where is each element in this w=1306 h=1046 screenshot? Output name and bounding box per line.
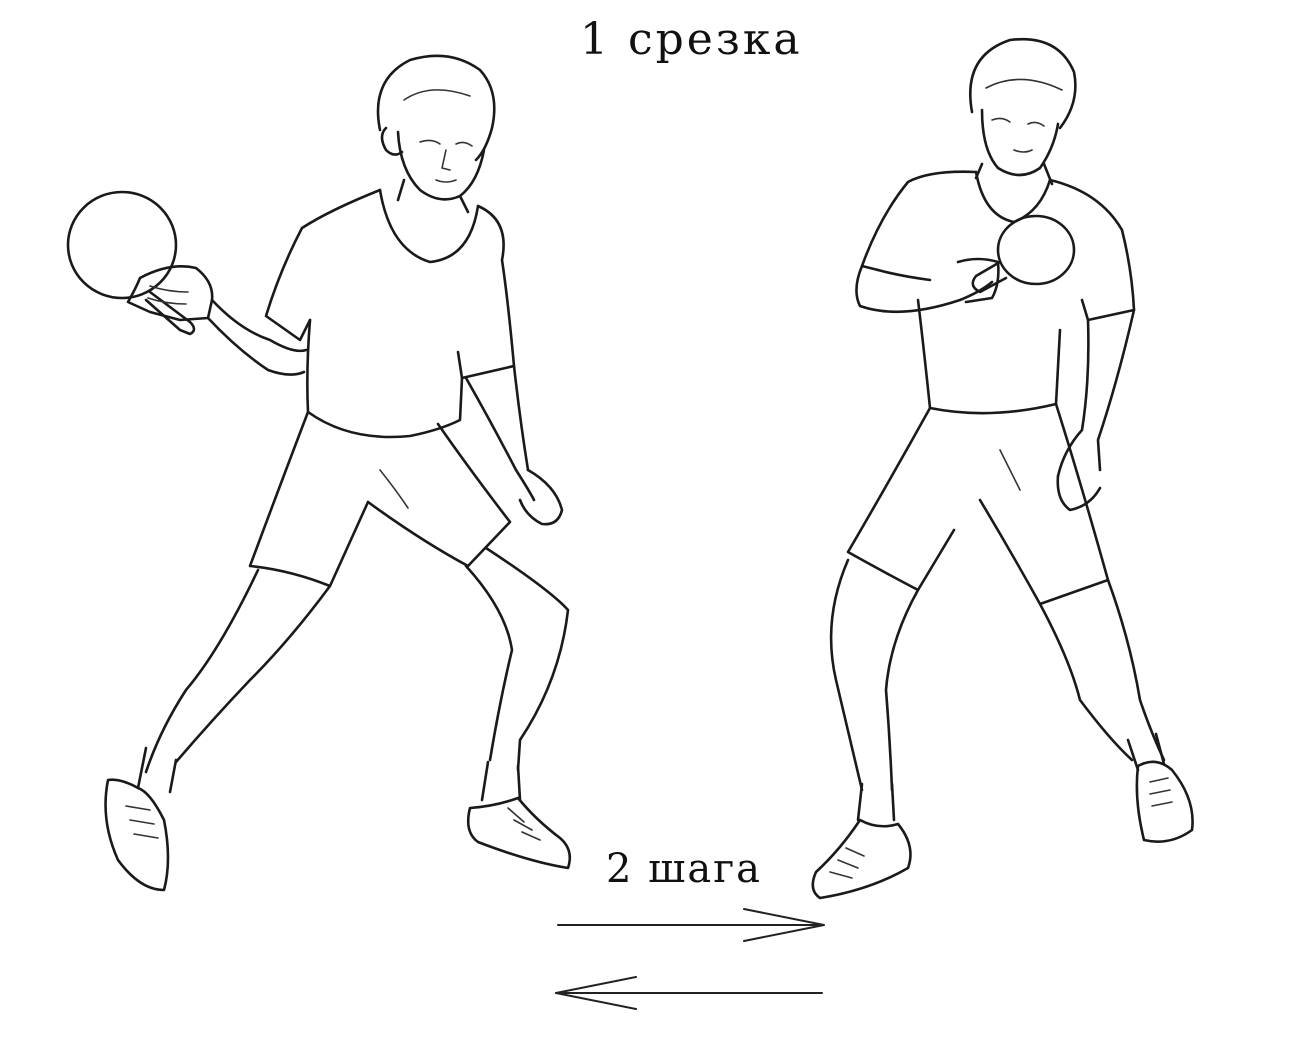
arrow-left-icon — [555, 976, 823, 1010]
left-shoe-back — [104, 778, 170, 892]
page-title: 1 срезка — [580, 14, 803, 65]
right-shoe-front — [811, 818, 912, 900]
steps-label: 2 шага — [606, 846, 763, 892]
left-shirt — [264, 188, 516, 439]
right-player-figure — [811, 37, 1194, 900]
right-shirt — [860, 170, 1136, 415]
right-paddle-icon — [971, 214, 1076, 294]
right-shoe-back — [1135, 760, 1194, 843]
left-shorts — [248, 410, 512, 588]
left-head — [376, 54, 496, 201]
left-shoe-front — [466, 796, 572, 870]
left-paddle-icon — [66, 190, 196, 336]
arrow-right-icon — [557, 908, 825, 942]
left-player-figure — [66, 54, 572, 892]
right-head — [969, 37, 1077, 177]
right-shorts — [846, 402, 1110, 606]
